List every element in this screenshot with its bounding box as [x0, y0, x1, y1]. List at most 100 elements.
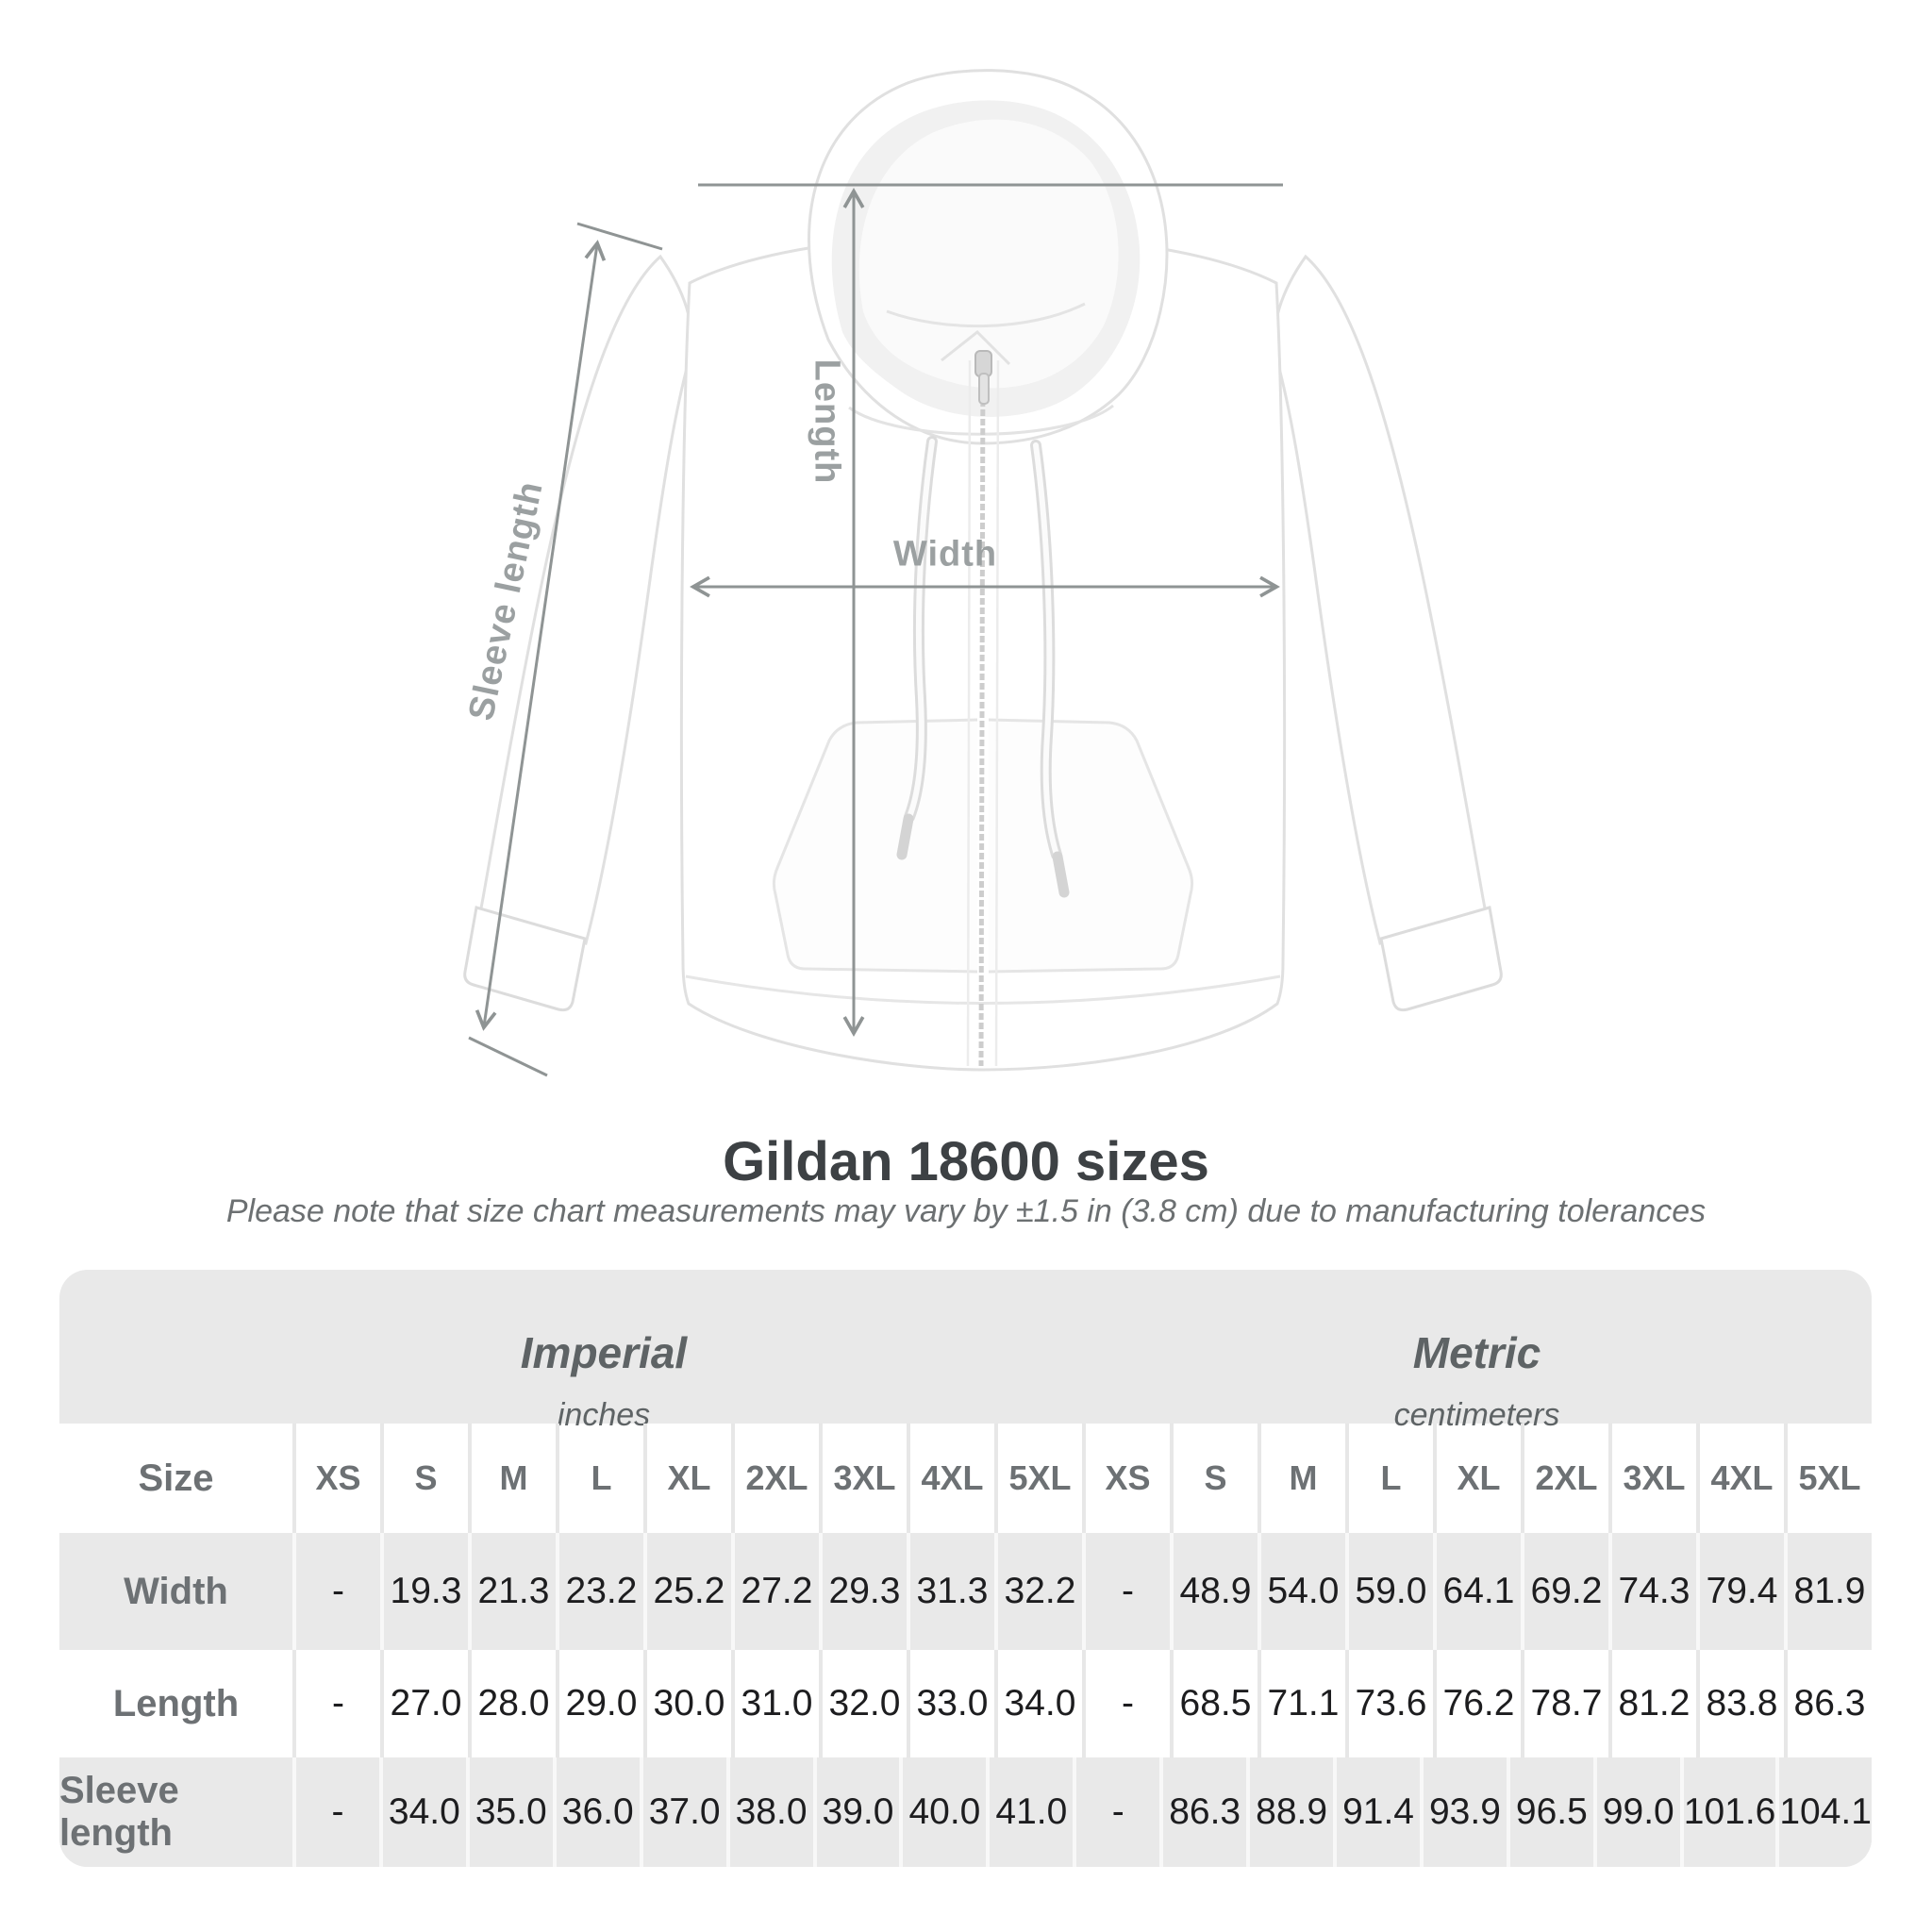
right-pocket [988, 718, 1194, 974]
drawstrings [896, 436, 1070, 898]
hoodie-illustration [463, 69, 1503, 1077]
value-cell-metric: 68.5 [1170, 1650, 1257, 1757]
value-cell-imperial: 31.3 [907, 1533, 994, 1650]
value-cell-metric: 81.2 [1608, 1650, 1696, 1757]
value-cell-imperial: - [292, 1650, 380, 1757]
value-cell-metric: 101.6 [1679, 1757, 1775, 1867]
value-cell-metric: - [1073, 1757, 1159, 1867]
imperial-title: Imperial [520, 1328, 688, 1377]
zipper [966, 350, 1000, 1067]
value-cell-metric: - [1082, 1650, 1170, 1757]
size-header-imperial: 2XL [731, 1424, 819, 1533]
hoodie-hood [808, 69, 1169, 445]
value-cell-metric: 76.2 [1433, 1650, 1521, 1757]
size-header-metric: M [1257, 1424, 1345, 1533]
value-cell-metric: 96.5 [1506, 1757, 1593, 1867]
value-cell-imperial: 23.2 [556, 1533, 643, 1650]
value-cell-metric: 91.4 [1333, 1757, 1420, 1867]
value-cell-imperial: 39.0 [812, 1757, 900, 1867]
value-cell-imperial: 40.0 [899, 1757, 986, 1867]
value-cell-metric: 81.9 [1784, 1533, 1872, 1650]
value-cell-imperial: 29.3 [819, 1533, 907, 1650]
size-table: Imperial inches Metric centimeters Size X… [59, 1270, 1872, 1867]
value-cell-imperial: 36.0 [552, 1757, 640, 1867]
value-cell-imperial: - [292, 1757, 379, 1867]
value-cell-imperial: 31.0 [731, 1650, 819, 1757]
size-header-imperial: L [556, 1424, 643, 1533]
table-row-length: Length -27.0 28.0 29.0 30.0 31.0 32.0 33.0 34.0-… [59, 1650, 1872, 1757]
unit-header-band: Imperial inches Metric centimeters [59, 1270, 1872, 1433]
value-cell-metric: 88.9 [1246, 1757, 1333, 1867]
size-header-imperial: M [468, 1424, 556, 1533]
size-header-imperial: XS [292, 1424, 380, 1533]
value-cell-metric: 74.3 [1608, 1533, 1696, 1650]
size-header-imperial: XL [643, 1424, 731, 1533]
value-cell-imperial: 32.2 [994, 1533, 1082, 1650]
value-cell-imperial: - [292, 1533, 380, 1650]
value-cell-metric: 86.3 [1784, 1650, 1872, 1757]
value-cell-imperial: 32.0 [819, 1650, 907, 1757]
metric-title: Metric [1412, 1328, 1541, 1377]
size-header-metric: XL [1433, 1424, 1521, 1533]
value-cell-metric: 78.7 [1521, 1650, 1608, 1757]
value-cell-metric: 104.1 [1775, 1757, 1872, 1867]
size-header-metric: S [1170, 1424, 1257, 1533]
sleeve-length-arrow [475, 240, 607, 1031]
zipper-slider [974, 350, 992, 377]
size-column-header: Size [138, 1457, 214, 1499]
value-cell-metric: 86.3 [1159, 1757, 1246, 1867]
metric-unit: centimeters [1393, 1397, 1560, 1433]
tolerance-note: Please note that size chart measurements… [225, 1193, 1707, 1229]
size-header-metric: 2XL [1521, 1424, 1608, 1533]
right-cuff [1379, 906, 1503, 1012]
value-cell-metric: 59.0 [1345, 1533, 1433, 1650]
value-cell-imperial: 28.0 [468, 1650, 556, 1757]
value-cell-imperial: 34.0 [994, 1650, 1082, 1757]
value-cell-metric: 79.4 [1696, 1533, 1784, 1650]
value-cell-imperial: 30.0 [643, 1650, 731, 1757]
value-cell-imperial: 21.3 [468, 1533, 556, 1650]
value-cell-metric: 71.1 [1257, 1650, 1345, 1757]
row-label: Sleeve length [59, 1770, 179, 1854]
value-cell-imperial: 41.0 [986, 1757, 1073, 1867]
table-row-sleeve-length: Sleeve length -34.0 35.0 36.0 37.0 38.0 39.0 40… [59, 1757, 1872, 1867]
size-header-row: Size XS S M L XL 2XL 3XL 4XL 5XL XS S M L XL 2XL 3XL 4XL 5… [59, 1424, 1872, 1533]
row-label: Width [124, 1570, 228, 1612]
sleeve-bottom-tick [468, 1036, 548, 1077]
value-cell-imperial: 35.0 [465, 1757, 553, 1867]
value-cell-metric: 54.0 [1257, 1533, 1345, 1650]
value-cell-imperial: 34.0 [378, 1757, 466, 1867]
value-cell-imperial: 37.0 [639, 1757, 726, 1867]
size-header-metric: 4XL [1696, 1424, 1784, 1533]
value-cell-metric: 73.6 [1345, 1650, 1433, 1757]
value-cell-imperial: 33.0 [907, 1650, 994, 1757]
value-cell-metric: 99.0 [1592, 1757, 1680, 1867]
value-cell-imperial: 27.2 [731, 1533, 819, 1650]
value-cell-imperial: 38.0 [725, 1757, 813, 1867]
value-cell-metric: 93.9 [1419, 1757, 1507, 1867]
value-cell-imperial: 29.0 [556, 1650, 643, 1757]
row-label: Length [112, 1682, 240, 1724]
value-cell-metric: 64.1 [1433, 1533, 1521, 1650]
size-header-metric: 3XL [1608, 1424, 1696, 1533]
page-title: Gildan 18600 sizes [723, 1131, 1209, 1192]
width-label: Width [892, 534, 998, 575]
value-cell-imperial: 27.0 [380, 1650, 468, 1757]
value-cell-metric: 69.2 [1521, 1533, 1608, 1650]
value-cell-metric: 83.8 [1696, 1650, 1784, 1757]
table-row-width: Width -19.3 21.3 23.2 25.2 27.2 29.3 31.3 32.2-4… [59, 1533, 1872, 1650]
value-cell-metric: - [1082, 1533, 1170, 1650]
left-pocket [772, 718, 978, 974]
size-header-metric: L [1345, 1424, 1433, 1533]
value-cell-imperial: 19.3 [380, 1533, 468, 1650]
size-header-metric: 5XL [1784, 1424, 1872, 1533]
size-header-imperial: S [380, 1424, 468, 1533]
size-header-imperial: 5XL [994, 1424, 1082, 1533]
length-label: Length [807, 358, 847, 485]
metric-header: Metric centimeters [1082, 1270, 1872, 1433]
measurement-lines [468, 183, 1283, 1077]
value-cell-metric: 48.9 [1170, 1533, 1257, 1650]
imperial-header: Imperial inches [59, 1270, 1082, 1433]
size-header-metric: XS [1082, 1424, 1170, 1533]
